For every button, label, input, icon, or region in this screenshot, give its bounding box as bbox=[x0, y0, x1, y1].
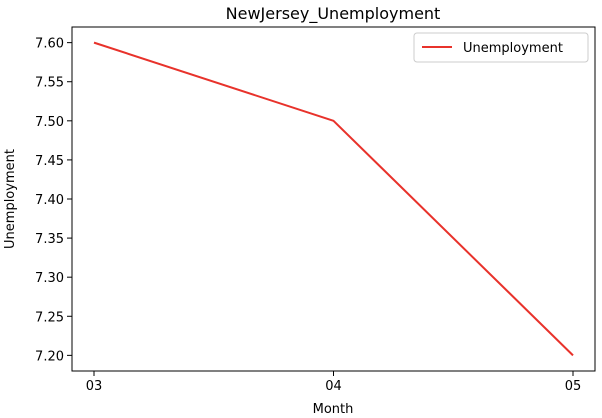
x-tick-label: 04 bbox=[325, 379, 342, 394]
y-axis: 7.20 7.25 7.30 7.35 7.40 7.45 7.50 7.55 7.60 bbox=[35, 37, 72, 364]
y-axis-label: Unemployment bbox=[3, 149, 18, 249]
x-tick-label: 05 bbox=[565, 379, 582, 394]
y-tick-label: 7.50 bbox=[35, 115, 64, 130]
plot-area bbox=[71, 26, 596, 372]
legend: Unemployment bbox=[413, 32, 589, 63]
legend-box bbox=[413, 32, 589, 63]
y-tick-label: 7.30 bbox=[35, 271, 64, 286]
y-tick-label: 7.20 bbox=[35, 349, 64, 364]
series-line bbox=[93, 41, 574, 357]
series-layer bbox=[93, 41, 574, 357]
y-tick-label: 7.55 bbox=[35, 76, 64, 91]
y-tick-label: 7.45 bbox=[35, 154, 64, 169]
y-tick-label: 7.25 bbox=[35, 310, 64, 325]
y-tick-label: 7.40 bbox=[35, 193, 64, 208]
x-axis: 03 04 05 bbox=[86, 371, 582, 394]
x-axis-label: Month bbox=[313, 402, 354, 417]
legend-label: Unemployment bbox=[463, 41, 563, 56]
x-tick-label: 03 bbox=[86, 379, 103, 394]
y-tick-label: 7.35 bbox=[35, 232, 64, 247]
chart-title: NewJersey_Unemployment bbox=[226, 4, 441, 24]
y-tick-label: 7.60 bbox=[35, 37, 64, 52]
